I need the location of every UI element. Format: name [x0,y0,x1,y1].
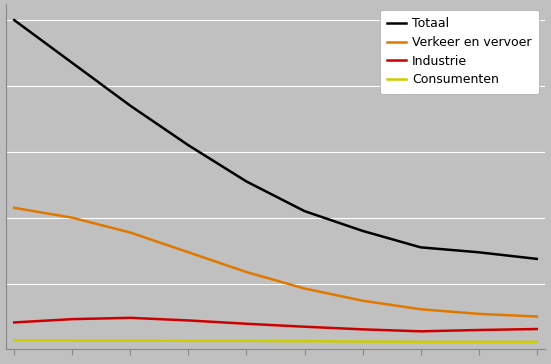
Totaal [185,143,192,147]
Industrie [243,321,250,326]
Consumenten [243,339,250,343]
Legend: Totaal, Verkeer en vervoer, Industrie, Consumenten: Totaal, Verkeer en vervoer, Industrie, C… [380,10,539,94]
Consumenten [533,340,540,344]
Verkeer en vervoer [127,230,134,235]
Totaal [11,18,18,22]
Verkeer en vervoer [533,314,540,319]
Industrie [301,325,308,329]
Verkeer en vervoer [243,270,250,274]
Consumenten [185,339,192,343]
Totaal [417,245,424,250]
Industrie [127,316,134,320]
Consumenten [69,339,75,343]
Industrie [533,327,540,331]
Line: Totaal: Totaal [14,20,537,259]
Totaal [127,103,134,108]
Consumenten [476,340,482,344]
Totaal [243,179,250,184]
Verkeer en vervoer [69,215,75,220]
Industrie [359,327,366,332]
Totaal [359,229,366,233]
Verkeer en vervoer [359,298,366,303]
Industrie [476,328,482,332]
Consumenten [417,340,424,344]
Consumenten [127,339,134,343]
Line: Industrie: Industrie [14,318,537,331]
Totaal [69,61,75,65]
Industrie [417,329,424,333]
Line: Consumenten: Consumenten [14,340,537,342]
Consumenten [359,339,366,344]
Consumenten [301,339,308,343]
Verkeer en vervoer [185,250,192,254]
Totaal [476,250,482,254]
Totaal [301,209,308,213]
Industrie [185,318,192,323]
Verkeer en vervoer [11,206,18,210]
Line: Verkeer en vervoer: Verkeer en vervoer [14,208,537,317]
Industrie [11,320,18,325]
Totaal [533,257,540,261]
Verkeer en vervoer [476,312,482,316]
Industrie [69,317,75,321]
Verkeer en vervoer [417,307,424,312]
Verkeer en vervoer [301,286,308,291]
Consumenten [11,338,18,343]
